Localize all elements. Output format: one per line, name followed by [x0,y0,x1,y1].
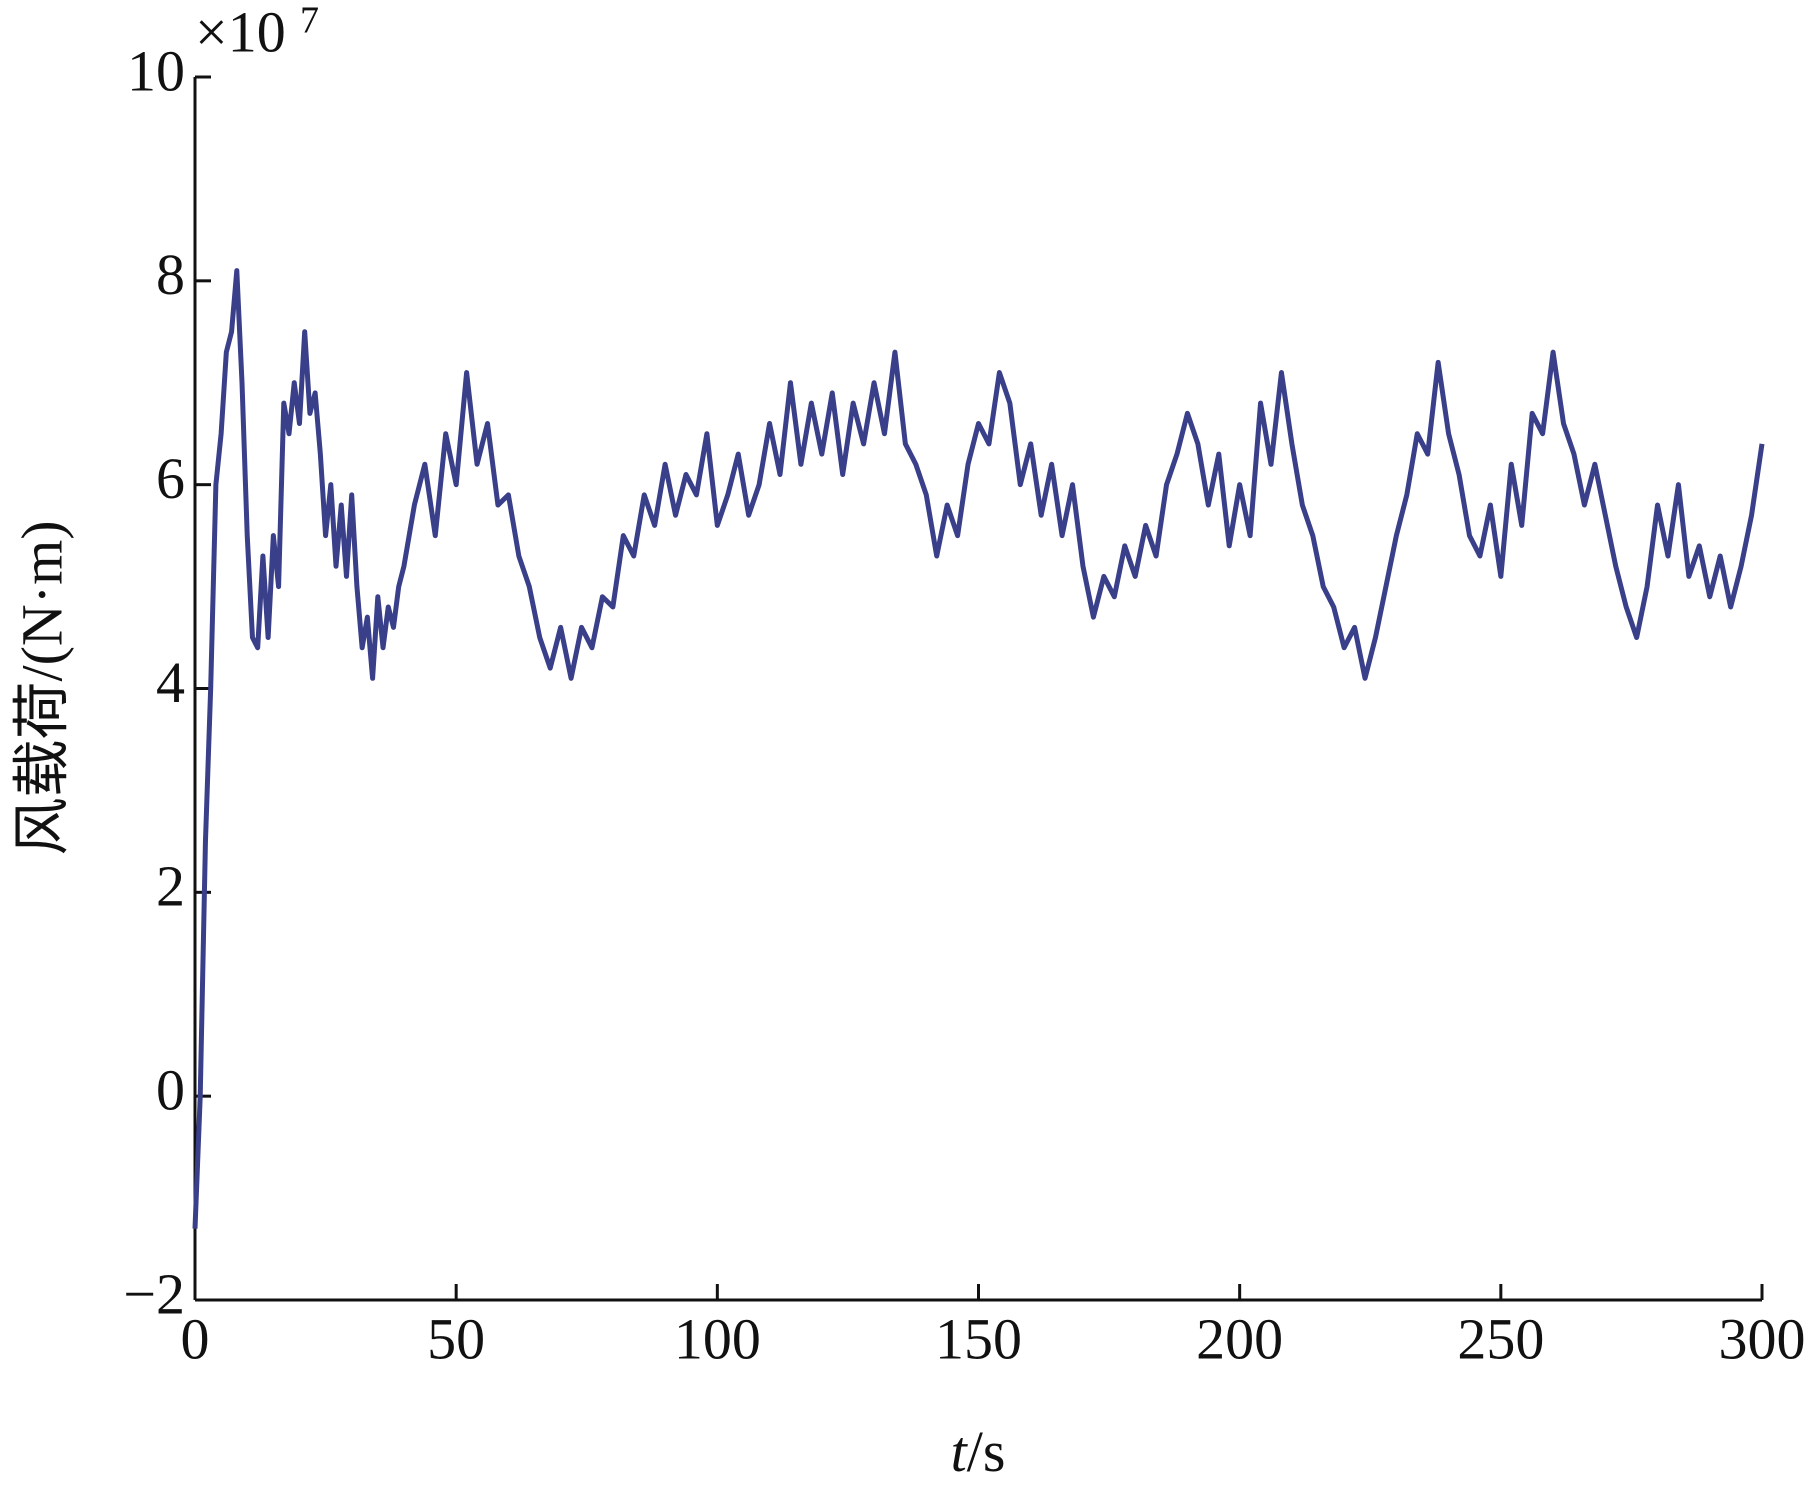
y-tick-label: 4 [156,650,185,715]
x-tick-label: 300 [1719,1306,1806,1371]
y-tick-label: −2 [123,1261,185,1326]
y-tick-label: 8 [156,242,185,307]
y-axis-label: 风载荷/(N·m) [9,520,74,855]
data-line [192,268,1765,1229]
x-tick-label: 100 [674,1306,761,1371]
x-axis-label: t/s [951,1419,1006,1484]
y-tick-label: 10 [127,38,185,103]
x-tick-label: 50 [427,1306,485,1371]
x-label-variable: t [951,1419,969,1484]
y-tick-label: 0 [156,1057,185,1122]
x-tick-label: 250 [1457,1306,1544,1371]
x-label-unit: /s [967,1419,1006,1484]
y-tick-label: 2 [156,854,185,919]
x-tick-label: 0 [181,1306,210,1371]
x-tick-label: 150 [935,1306,1022,1371]
y-multiplier: ×10 [195,0,286,64]
y-tick-label: 6 [156,446,185,511]
y-multiplier-exponent: 7 [300,0,319,42]
x-tick-label: 200 [1196,1306,1283,1371]
